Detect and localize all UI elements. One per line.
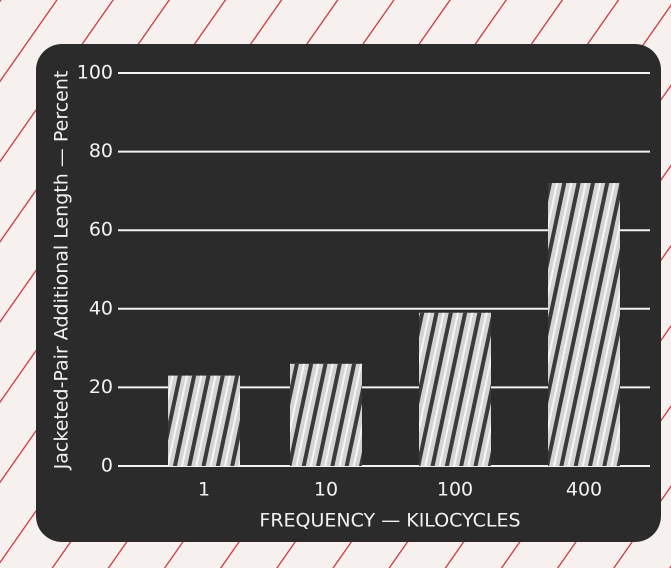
- y-tick-label: 40: [89, 297, 113, 319]
- y-tick-label: 0: [101, 455, 113, 477]
- y-tick-label: 60: [89, 219, 113, 241]
- bar-texture: [290, 364, 362, 466]
- bar-texture: [168, 376, 240, 466]
- x-tick-label: 1: [198, 479, 210, 501]
- bar-texture: [548, 183, 620, 466]
- y-tick-label: 100: [77, 62, 113, 84]
- x-tick-label: 10: [314, 479, 338, 501]
- y-tick-label: 80: [89, 140, 113, 162]
- x-tick-label: 400: [566, 479, 602, 501]
- page: {"chart_data": {"type": "bar", "ylabel":…: [0, 0, 671, 568]
- y-axis-label: Jacketed-Pair Additional Length — Percen…: [51, 71, 73, 471]
- bar-texture: [419, 313, 491, 466]
- x-axis-label: FREQUENCY — KILOCYCLES: [259, 510, 520, 532]
- chart: Jacketed-Pair Additional Length — Percen…: [0, 0, 671, 568]
- x-tick-label: 100: [437, 479, 473, 501]
- y-tick-label: 20: [89, 376, 113, 398]
